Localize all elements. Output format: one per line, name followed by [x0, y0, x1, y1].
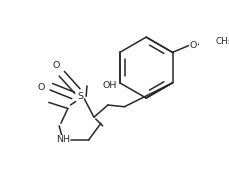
Text: S: S [77, 92, 83, 101]
Text: CH₃: CH₃ [215, 37, 229, 46]
Text: OH: OH [103, 81, 117, 90]
Text: O: O [53, 61, 60, 70]
Text: NH: NH [56, 135, 70, 144]
Text: O: O [190, 41, 197, 50]
Text: O: O [37, 83, 45, 92]
